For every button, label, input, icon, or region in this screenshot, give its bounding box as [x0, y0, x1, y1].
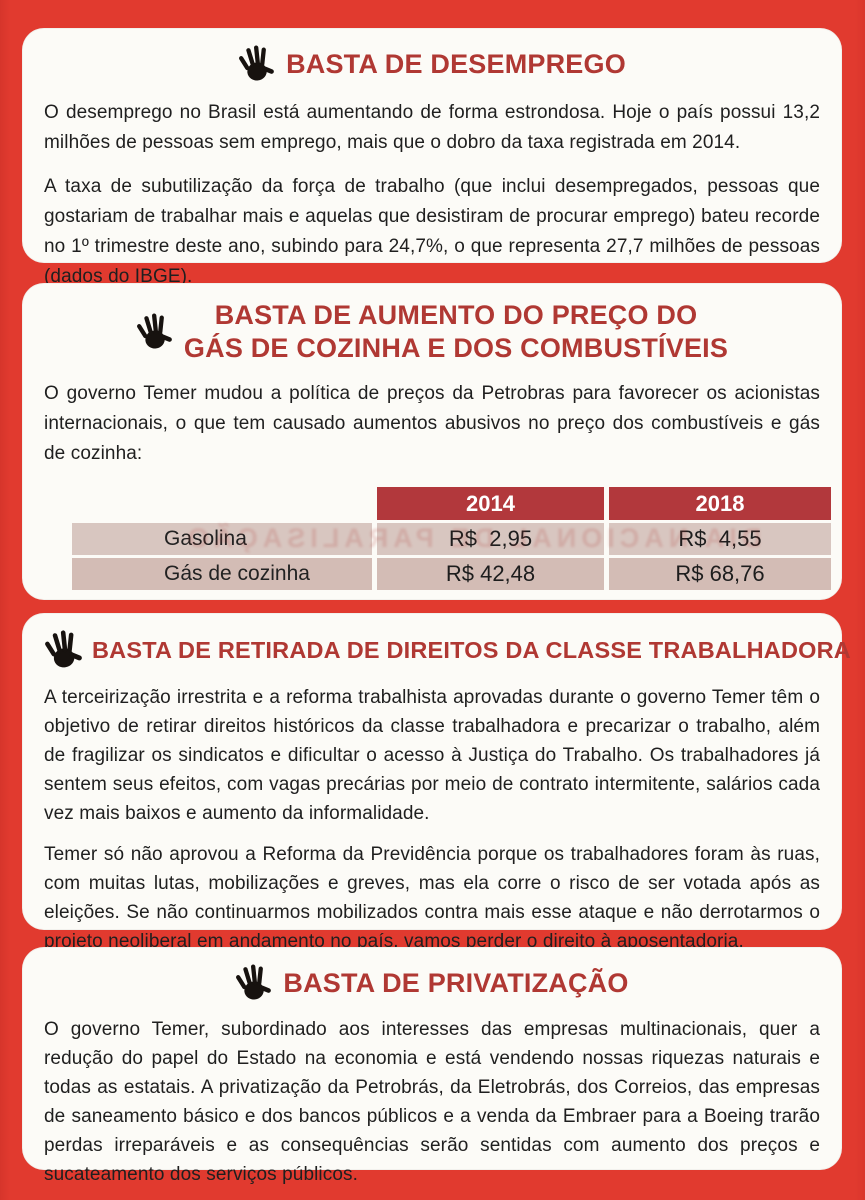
card-privatizacao-header: BASTA DE PRIVATIZAÇÃO	[44, 963, 820, 1003]
card-direitos-title: BASTA DE RETIRADA DE DIREITOS DA CLASSE …	[92, 636, 851, 663]
card-gas-title: BASTA DE AUMENTO DO PREÇO DO GÁS DE COZI…	[184, 299, 728, 365]
stop-hand-icon	[133, 310, 174, 355]
table-cell-gas-2018: R$ 68,76	[609, 558, 831, 590]
table-cell-gasolina-2018: R$ 4,55	[609, 523, 831, 555]
card-privatizacao-title: BASTA DE PRIVATIZAÇÃO	[283, 967, 629, 998]
table-cell-gas-2014: R$ 42,48	[377, 558, 604, 590]
card-desemprego: BASTA DE DESEMPREGO O desemprego no Bras…	[22, 28, 842, 287]
paragraph: A terceirização irrestrita e a reforma t…	[44, 687, 820, 824]
card-gas-header: BASTA DE AUMENTO DO PREÇO DO GÁS DE COZI…	[44, 299, 820, 365]
paragraph: O governo Temer, subordinado aos interes…	[44, 1019, 820, 1185]
stop-hand-icon	[235, 42, 276, 87]
card-desemprego-header: BASTA DE DESEMPREGO	[44, 44, 820, 84]
table-corner-cell	[72, 487, 372, 519]
card-gas-title-line2: GÁS DE COZINHA E DOS COMBUSTÍVEIS	[183, 333, 729, 363]
paragraph: O governo Temer mudou a política de preç…	[44, 383, 820, 464]
table-cell-gasolina-2014: R$ 2,95	[377, 523, 604, 555]
card-direitos-header: BASTA DE RETIRADA DE DIREITOS DA CLASSE …	[41, 627, 851, 674]
table-row-label-gas-cozinha: Gás de cozinha	[72, 558, 372, 590]
paragraph: O desemprego no Brasil está aumentando d…	[44, 102, 820, 153]
card-direitos-trabalhadora: BASTA DE RETIRADA DE DIREITOS DA CLASSE …	[22, 613, 851, 952]
table-header-2014: 2014	[377, 487, 604, 520]
paragraph: Temer só não aprovou a Reforma da Previd…	[44, 844, 820, 952]
table-header-2018: 2018	[609, 487, 831, 520]
paragraph: A taxa de subutilização da força de trab…	[44, 176, 820, 287]
card-gas-combustiveis: BASTA DE AUMENTO DO PREÇO DO GÁS DE COZI…	[22, 283, 842, 600]
stop-hand-icon	[41, 627, 84, 674]
stop-hand-icon	[233, 961, 274, 1006]
price-table: DIA NACIONAL DE PARALISAÇÃO 2014 2018 Ga…	[72, 487, 831, 590]
card-privatizacao: BASTA DE PRIVATIZAÇÃO O governo Temer, s…	[22, 947, 842, 1185]
card-gas-title-line1: BASTA DE AUMENTO DO PREÇO DO	[214, 300, 698, 330]
card-desemprego-title: BASTA DE DESEMPREGO	[286, 48, 626, 79]
table-row-label-gasolina: Gasolina	[72, 523, 372, 555]
